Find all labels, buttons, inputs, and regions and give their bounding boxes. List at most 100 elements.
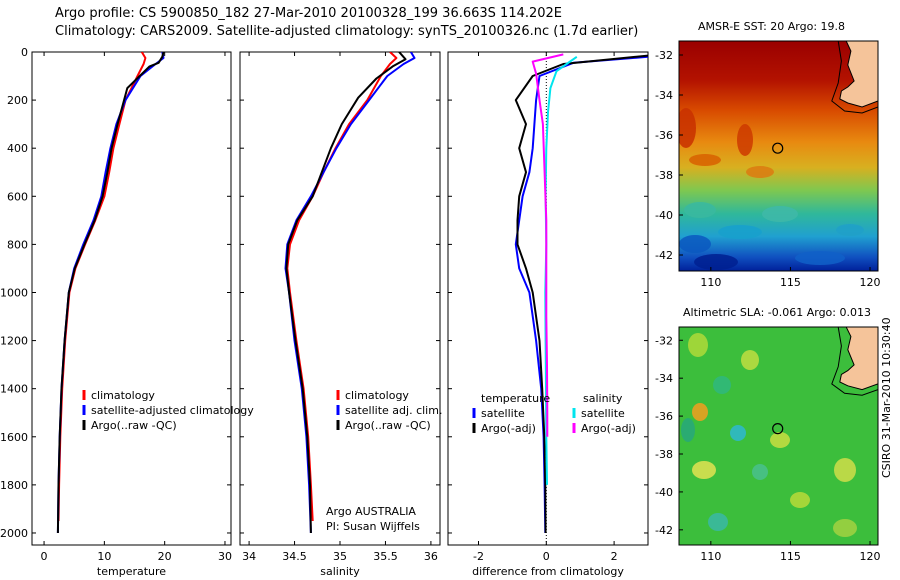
legend-label: Argo(-adj): [481, 422, 536, 435]
legend-label: Argo(..raw -QC): [345, 419, 431, 432]
lat-tick-label: -36: [655, 129, 673, 142]
sst-eddy: [679, 235, 711, 253]
sst-eddy: [746, 166, 774, 178]
shelf-contour: [831, 41, 878, 114]
depth-tick-label: 1800: [0, 479, 28, 492]
series-group: [284, 52, 416, 534]
series-salinity-argo-adj: [531, 53, 564, 437]
legend-label: satellite-adjusted climatology: [91, 404, 254, 417]
x-axis-label: difference from climatology: [472, 565, 624, 578]
sst-eddy: [718, 225, 762, 239]
x-tick-label: -2: [473, 550, 484, 563]
legend-label: satellite: [481, 407, 525, 420]
sst-map: [678, 40, 879, 272]
x-tick-label: 36: [424, 550, 438, 563]
lon-tick-label: 110: [700, 276, 721, 289]
depth-tick-label: 400: [7, 142, 28, 155]
x-tick-label: 35: [333, 550, 347, 563]
series-salinity-satellite: [544, 55, 578, 485]
sst-eddy: [694, 254, 738, 270]
lat-tick-label: -40: [655, 486, 673, 499]
sla-anomaly: [681, 418, 695, 442]
profile-panel-2: [239, 51, 441, 546]
sst-eddy: [795, 251, 845, 265]
sla-anomaly: [708, 513, 728, 531]
sst-eddy: [689, 154, 721, 166]
legend-title-temperature: temperature: [481, 392, 550, 405]
sla-anomaly: [770, 432, 790, 448]
lat-tick-label: -42: [655, 524, 673, 537]
lon-tick-label: 120: [860, 276, 881, 289]
sst-eddy: [836, 224, 864, 236]
sst-eddy: [684, 202, 716, 218]
depth-tick-label: 1600: [0, 431, 28, 444]
sla-field: [679, 327, 878, 545]
series-satellite-adjusted-climatology: [56, 52, 165, 534]
depth-tick-label: 1000: [0, 286, 28, 299]
depth-tick-label: 2000: [0, 527, 28, 540]
legend-label: Argo(-adj): [581, 422, 636, 435]
sla-anomaly: [752, 464, 768, 480]
land-mass: [839, 327, 878, 391]
series-climatology: [57, 52, 147, 522]
profile-panel-1: [31, 51, 232, 546]
x-tick-label: 35.5: [373, 550, 398, 563]
sst-eddy: [737, 124, 753, 156]
x-tick-label: 34.5: [282, 550, 307, 563]
x-tick-label: 34: [242, 550, 256, 563]
land-mass: [839, 41, 878, 108]
sst-field: [679, 41, 878, 271]
sla-anomaly: [713, 376, 731, 394]
lat-tick-label: -42: [655, 249, 673, 262]
sla-anomaly: [730, 425, 746, 441]
sst-eddy: [679, 108, 696, 148]
figure-title-line1: Argo profile: CS 5900850_182 27-Mar-2010…: [55, 6, 563, 21]
series-argo-raw-qc: [285, 52, 407, 534]
sla-map: [678, 326, 879, 546]
sla-map-title: Altimetric SLA: -0.061 Argo: 0.013: [683, 306, 871, 319]
legend-label: climatology: [345, 389, 409, 402]
x-tick-label: 20: [158, 550, 172, 563]
shelf-contour: [831, 327, 878, 396]
annotation-text: PI: Susan Wijffels: [326, 520, 420, 533]
x-tick-label: 10: [97, 550, 111, 563]
sla-anomaly: [790, 492, 810, 508]
depth-tick-label: 800: [7, 238, 28, 251]
map-frame: [678, 326, 879, 546]
lat-tick-label: -34: [655, 89, 673, 102]
legend-label: satellite adj. clim.: [345, 404, 442, 417]
figure-title-line2: Climatology: CARS2009. Satellite-adjuste…: [55, 24, 639, 39]
x-tick-label: 2: [611, 550, 618, 563]
profile-panel-3: [447, 51, 649, 546]
legend-label: climatology: [91, 389, 155, 402]
sla-anomaly: [692, 403, 708, 421]
depth-tick-label: 200: [7, 94, 28, 107]
map-frame: [678, 40, 879, 272]
lon-tick-label: 115: [780, 550, 801, 563]
depth-tick-label: 0: [21, 46, 28, 59]
argo-float-marker: [772, 142, 784, 154]
argo-float-marker: [772, 423, 784, 435]
series-temperature-satellite: [514, 55, 648, 534]
x-tick-label: 0: [543, 550, 550, 563]
x-axis-label: salinity: [320, 565, 360, 578]
sst-map-title: AMSR-E SST: 20 Argo: 19.8: [698, 20, 846, 33]
x-tick-label: 30: [218, 550, 232, 563]
series-group: [514, 53, 648, 534]
sla-anomaly: [741, 350, 759, 370]
plot-frame: [31, 51, 232, 546]
series-temperature-argo-adj: [514, 54, 648, 534]
sla-anomaly: [688, 333, 708, 357]
depth-tick-label: 1200: [0, 335, 28, 348]
lat-tick-label: -38: [655, 448, 673, 461]
sla-anomaly: [833, 519, 857, 537]
lat-tick-label: -36: [655, 410, 673, 423]
sla-anomaly: [692, 461, 716, 479]
series-satellite-adj-clim: [284, 52, 416, 534]
lon-tick-label: 120: [860, 550, 881, 563]
x-axis-label: temperature: [97, 565, 166, 578]
sst-eddy: [762, 206, 798, 222]
lon-tick-label: 115: [780, 276, 801, 289]
legend-label: satellite: [581, 407, 625, 420]
